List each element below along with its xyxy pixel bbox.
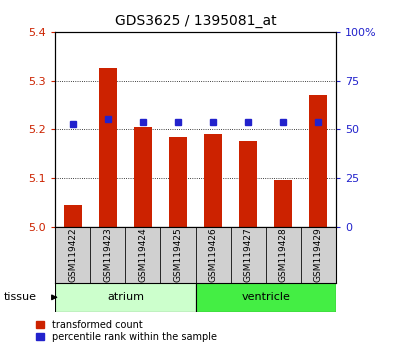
Text: GSM119427: GSM119427 (244, 228, 253, 282)
Bar (231, 227, 265, 283)
Bar (55, 227, 90, 283)
Bar (160, 227, 196, 283)
Bar (64, 205, 82, 227)
Bar (204, 134, 222, 227)
Bar (55, 283, 196, 312)
Title: GDS3625 / 1395081_at: GDS3625 / 1395081_at (115, 14, 276, 28)
Text: GSM119424: GSM119424 (138, 228, 147, 282)
Bar (90, 227, 126, 283)
Bar (309, 95, 327, 227)
Bar (196, 227, 231, 283)
Text: GSM119423: GSM119423 (103, 228, 113, 282)
Text: GSM119428: GSM119428 (278, 228, 288, 282)
Bar (301, 227, 336, 283)
Text: atrium: atrium (107, 292, 144, 302)
Bar (239, 141, 257, 227)
Text: GSM119425: GSM119425 (173, 228, 182, 282)
Text: GSM119429: GSM119429 (314, 228, 323, 282)
Bar (99, 68, 117, 227)
Bar (126, 227, 160, 283)
Bar (275, 180, 292, 227)
Bar (265, 227, 301, 283)
Legend: transformed count, percentile rank within the sample: transformed count, percentile rank withi… (36, 320, 217, 342)
Text: ventricle: ventricle (241, 292, 290, 302)
Bar (196, 283, 336, 312)
Text: GSM119422: GSM119422 (68, 228, 77, 282)
Text: tissue: tissue (4, 292, 37, 302)
Bar (169, 137, 187, 227)
Bar (134, 127, 152, 227)
Text: GSM119426: GSM119426 (209, 228, 218, 282)
